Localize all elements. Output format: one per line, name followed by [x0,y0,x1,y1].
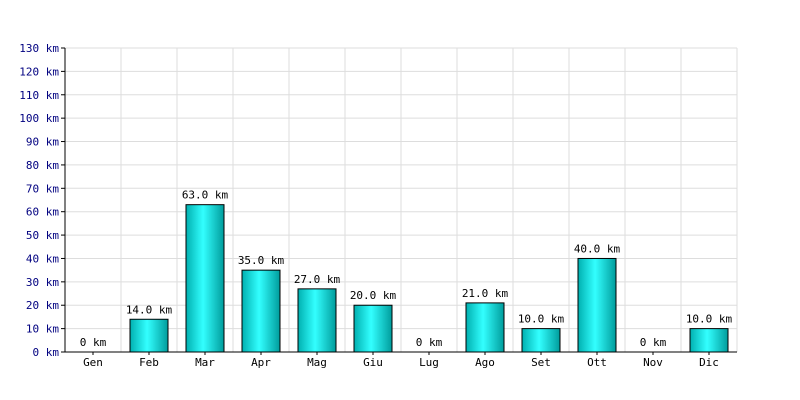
x-tick-label: Nov [643,356,663,369]
bar-giu [353,304,393,353]
data-label: 10.0 km [518,313,565,326]
bar-ago [465,302,505,353]
bars [129,204,729,353]
y-tick-label: 0 km [33,346,60,359]
y-tick-label: 10 km [26,323,59,336]
y-tick-label: 100 km [19,112,59,125]
data-label: 20.0 km [350,289,397,302]
bar-ott [577,257,617,353]
x-tick-label: Apr [251,356,271,369]
data-label: 0 km [640,336,667,349]
data-label: 21.0 km [462,287,509,300]
y-tick-label: 60 km [26,206,59,219]
bar-apr [241,269,281,353]
data-label: 0 km [80,336,107,349]
y-tick-label: 20 km [26,299,59,312]
x-tick-labels: Gen Feb Mar Apr Mag Giu Lug Ago Set Ott Nov Dic [83,356,719,369]
x-tick-label: Gen [83,356,103,369]
x-tick-label: Feb [139,356,159,369]
y-tick-label: 110 km [19,89,59,102]
bar-mar [185,204,225,353]
y-tick-label: 80 km [26,159,59,172]
data-label: 35.0 km [238,254,285,267]
y-tick-labels: 0 km 10 km 20 km 30 km 40 km 50 km 60 km 70 km 8… [19,42,59,359]
x-tick-label: Ott [587,356,607,369]
y-tick-label: 30 km [26,276,59,289]
data-label: 10.0 km [686,313,733,326]
y-tick-label: 50 km [26,229,59,242]
axes [61,47,737,355]
data-label: 0 km [416,336,443,349]
x-tick-label: Lug [419,356,439,369]
data-label: 63.0 km [182,189,229,202]
y-tick-label: 120 km [19,65,59,78]
data-labels: 0 km 14.0 km 63.0 km 35.0 km 27.0 km 20.0 km 0… [80,189,733,349]
x-tick-label: Mar [195,356,215,369]
x-tick-label: Mag [307,356,327,369]
x-tick-label: Dic [699,356,719,369]
x-tick-label: Ago [475,356,495,369]
grid [64,47,738,353]
bar-dic [689,328,729,353]
y-tick-label: 90 km [26,136,59,149]
bar-mag [297,288,337,353]
data-label: 40.0 km [574,242,621,255]
bar-feb [129,318,169,353]
y-tick-label: 40 km [26,252,59,265]
y-tick-label: 70 km [26,182,59,195]
bar-set [521,328,561,353]
data-label: 14.0 km [126,303,173,316]
x-tick-label: Set [531,356,551,369]
data-label: 27.0 km [294,273,341,286]
y-tick-label: 130 km [19,42,59,55]
x-tick-label: Giu [363,356,383,369]
